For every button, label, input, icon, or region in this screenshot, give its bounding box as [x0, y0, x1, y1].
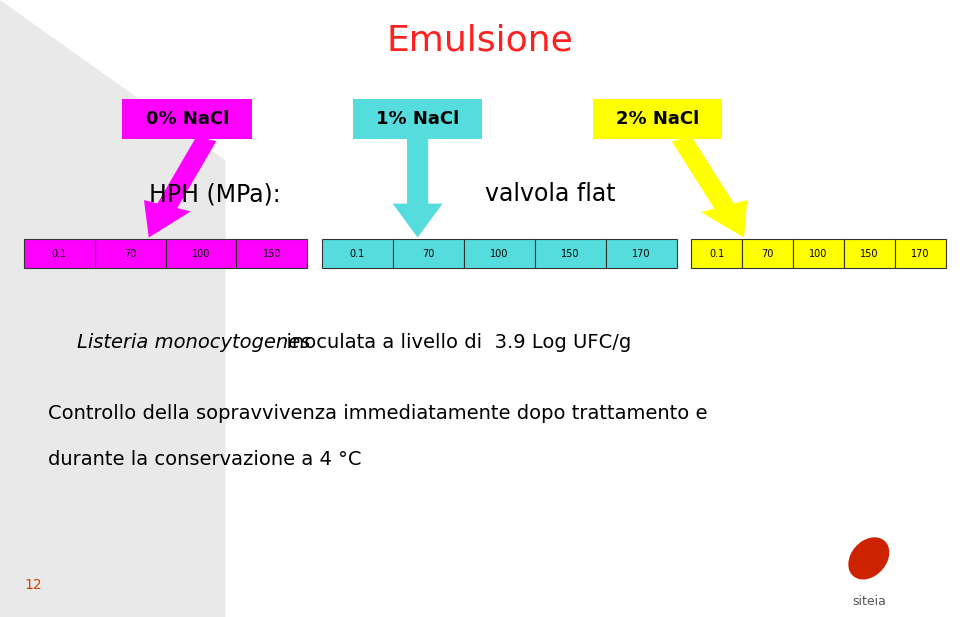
- FancyArrow shape: [144, 136, 216, 238]
- Text: 70: 70: [422, 249, 434, 259]
- Text: 150: 150: [860, 249, 878, 259]
- Text: 170: 170: [632, 249, 651, 259]
- Text: 12: 12: [24, 578, 41, 592]
- Text: 1% NaCl: 1% NaCl: [376, 110, 459, 128]
- Text: 70: 70: [761, 249, 774, 259]
- Bar: [95, 239, 165, 268]
- Text: inoculata a livello di  3.9 Log UFC/g: inoculata a livello di 3.9 Log UFC/g: [274, 333, 631, 352]
- Text: 70: 70: [124, 249, 136, 259]
- Bar: [165, 239, 236, 268]
- Text: Controllo della sopravvivenza immediatamente dopo trattamento e: Controllo della sopravvivenza immediatam…: [48, 404, 708, 423]
- Text: siteia: siteia: [852, 595, 886, 608]
- Bar: [24, 239, 95, 268]
- Text: 0.1: 0.1: [709, 249, 724, 259]
- Bar: [742, 239, 793, 268]
- Bar: [793, 239, 844, 268]
- Bar: [606, 239, 677, 268]
- Text: 150: 150: [561, 249, 580, 259]
- Ellipse shape: [849, 537, 889, 579]
- Bar: [322, 239, 393, 268]
- Text: 170: 170: [911, 249, 929, 259]
- Bar: [844, 239, 895, 268]
- Bar: [393, 239, 464, 268]
- Text: valvola flat: valvola flat: [485, 183, 615, 206]
- Polygon shape: [0, 0, 226, 617]
- Bar: [464, 239, 535, 268]
- Text: Listeria monocytogenes: Listeria monocytogenes: [77, 333, 310, 352]
- Bar: [123, 99, 252, 139]
- Bar: [236, 239, 307, 268]
- Bar: [593, 99, 723, 139]
- Text: 2% NaCl: 2% NaCl: [616, 110, 699, 128]
- Text: Emulsione: Emulsione: [387, 23, 573, 57]
- Text: 150: 150: [262, 249, 281, 259]
- Text: 100: 100: [192, 249, 210, 259]
- Text: 0.1: 0.1: [349, 249, 365, 259]
- Bar: [895, 239, 946, 268]
- Text: 100: 100: [809, 249, 828, 259]
- Bar: [691, 239, 742, 268]
- Text: HPH (MPa):: HPH (MPa):: [149, 183, 280, 206]
- Text: durante la conservazione a 4 °C: durante la conservazione a 4 °C: [48, 450, 362, 470]
- Bar: [353, 99, 482, 139]
- Bar: [535, 239, 606, 268]
- Text: 100: 100: [490, 249, 509, 259]
- FancyArrow shape: [393, 139, 443, 238]
- FancyArrow shape: [672, 136, 747, 238]
- Text: 0.1: 0.1: [52, 249, 67, 259]
- Text: 0% NaCl: 0% NaCl: [146, 110, 228, 128]
